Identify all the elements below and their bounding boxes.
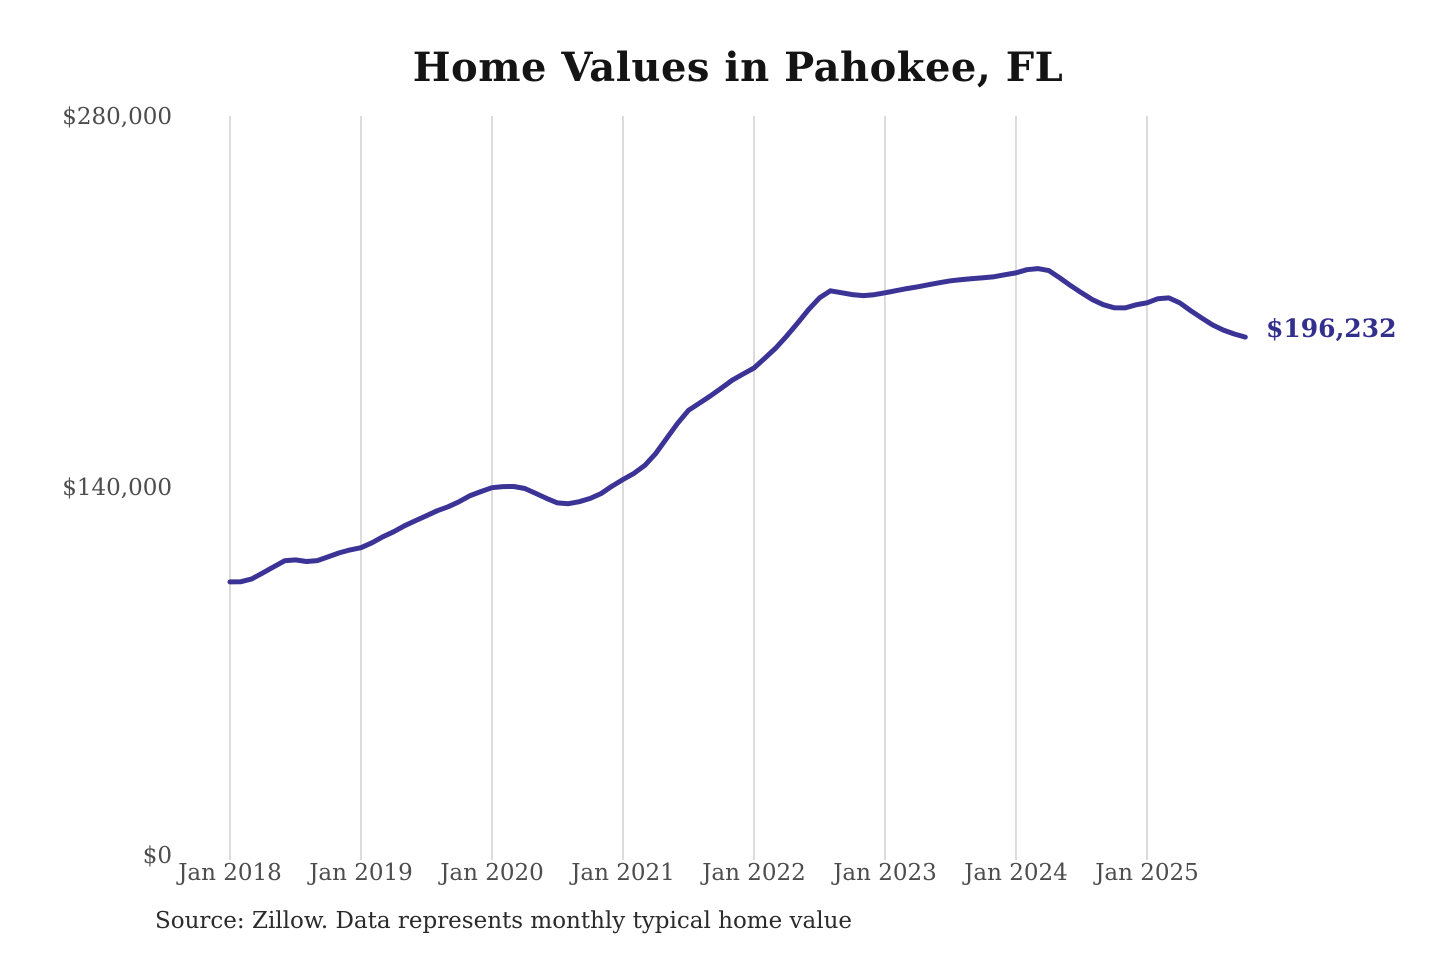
x-tick-label-jan-2025: Jan 2025 [1093,860,1199,886]
y-tick-label-140000: $140,000 [62,475,172,501]
gridlines-group [229,116,1148,860]
x-tick-label-jan-2021: Jan 2021 [569,860,675,886]
x-tick-label-jan-2022: Jan 2022 [700,860,806,886]
y-tick-label-280000: $280,000 [62,104,172,130]
end-value-label: $196,232 [1266,314,1396,343]
x-tick-label-jan-2024: Jan 2024 [962,860,1068,886]
chart-title: Home Values in Pahokee, FL [412,44,1064,91]
x-axis-labels-group: Jan 2018 Jan 2019 Jan 2020 Jan 2021 Jan 2022… [176,860,1199,886]
y-tick-label-0: $0 [143,843,172,869]
x-tick-label-jan-2020: Jan 2020 [438,860,544,886]
x-tick-label-jan-2018: Jan 2018 [176,860,282,886]
source-note: Source: Zillow. Data represents monthly … [155,908,853,934]
x-tick-label-jan-2023: Jan 2023 [831,860,937,886]
x-tick-label-jan-2019: Jan 2019 [307,860,413,886]
home-value-line [227,266,1248,585]
